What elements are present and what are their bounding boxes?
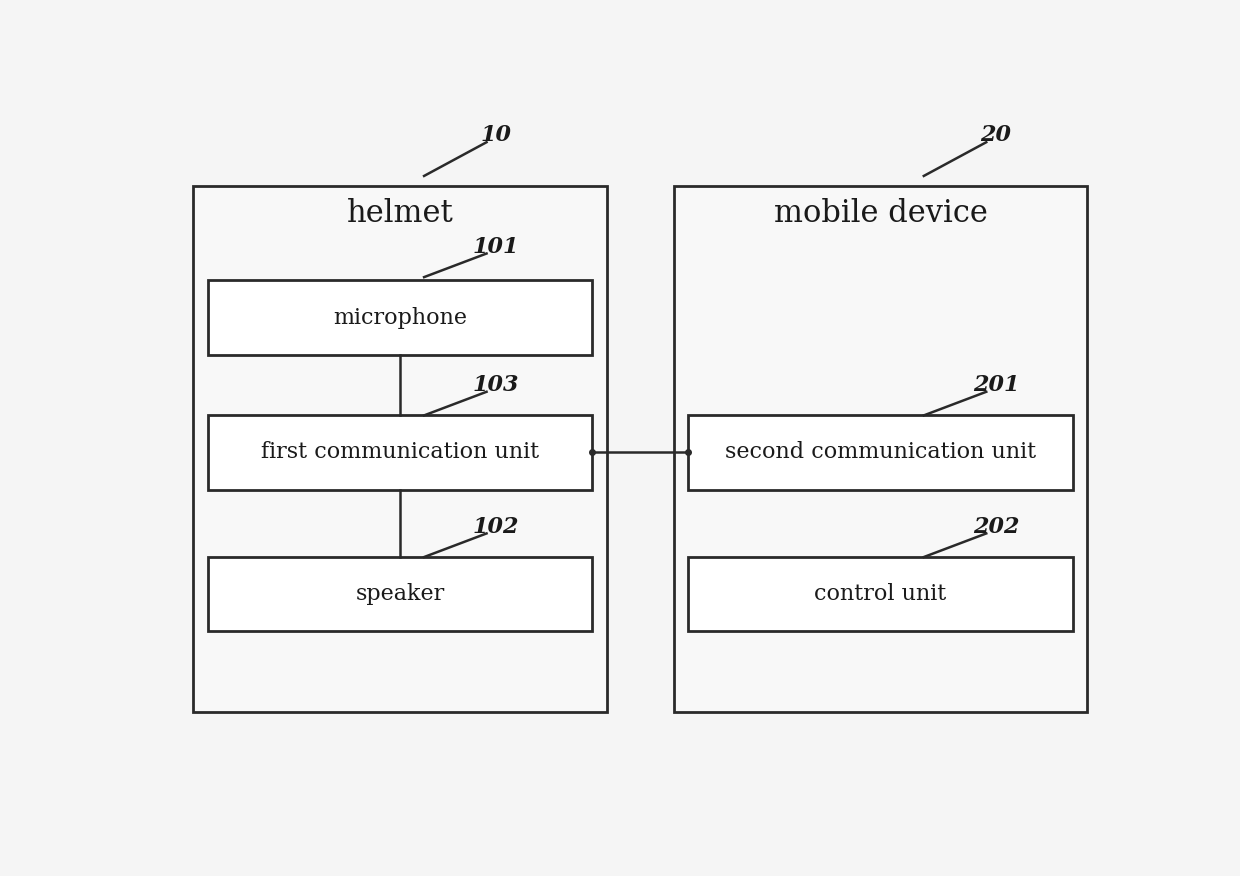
Bar (208, 557, 593, 632)
Bar (688, 557, 1073, 632)
Text: speaker: speaker (356, 583, 445, 605)
Text: 101: 101 (472, 236, 520, 258)
Bar (193, 186, 606, 712)
Text: 103: 103 (472, 374, 520, 396)
Bar (208, 280, 593, 355)
Bar (208, 415, 593, 490)
Text: helmet: helmet (347, 198, 454, 229)
Text: mobile device: mobile device (774, 198, 987, 229)
Text: 102: 102 (472, 516, 520, 538)
Text: second communication unit: second communication unit (725, 442, 1037, 463)
Text: 201: 201 (972, 374, 1019, 396)
Text: 202: 202 (972, 516, 1019, 538)
Text: 20: 20 (981, 124, 1012, 146)
Bar (688, 415, 1073, 490)
Bar (675, 186, 1087, 712)
Text: first communication unit: first communication unit (260, 442, 539, 463)
Text: microphone: microphone (334, 307, 467, 328)
Text: control unit: control unit (815, 583, 946, 605)
Text: 10: 10 (481, 124, 512, 146)
